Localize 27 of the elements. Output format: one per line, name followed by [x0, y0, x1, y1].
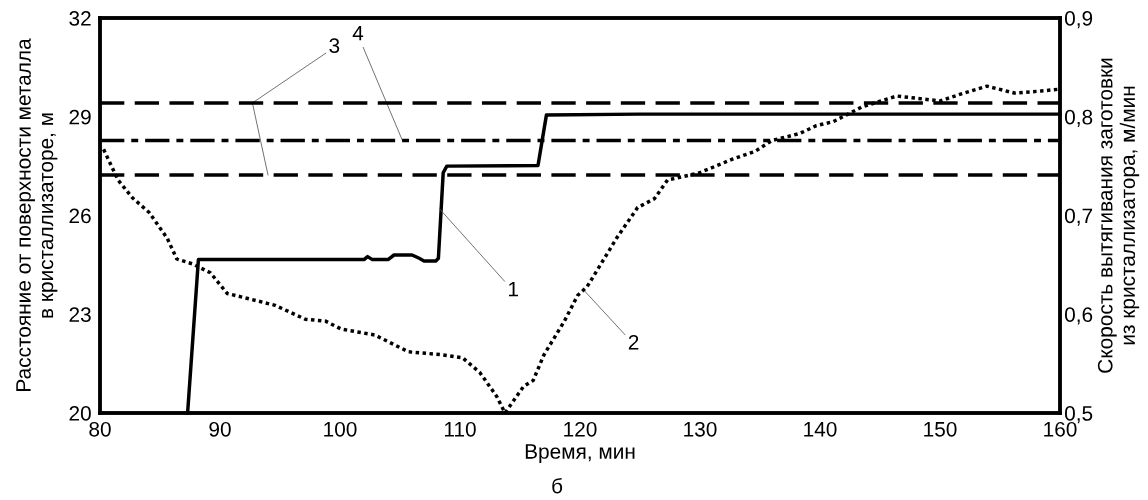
annotation: 3	[329, 38, 340, 53]
annotation: 1	[509, 281, 518, 297]
y2-tick-label: 0,6	[1064, 307, 1093, 325]
y-tick-label: 20	[69, 406, 91, 421]
x-tick-label: 90	[209, 421, 231, 437]
y-tick-label: 23	[69, 307, 91, 322]
y-tick-label: 32	[69, 11, 91, 26]
x-tick-label: 130	[684, 421, 717, 437]
y-tick-label: 29	[69, 109, 91, 125]
y2-tick-label: 0,7	[1064, 208, 1093, 226]
x-tick-label: 140	[804, 421, 837, 437]
y-axis-title: Расстояние от поверхности металла в кристаллизаторе, м	[16, 38, 58, 391]
x-tick-label: 120	[564, 421, 597, 437]
x-tick-label: 160	[1044, 421, 1077, 437]
y2-axis-title: Скорость вытягивания заготовки из кристаллизатора, м/мин	[1097, 58, 1140, 373]
x-axis-title: Время, мин	[525, 444, 635, 463]
x-tick-label: 150	[924, 421, 957, 437]
y2-tick-label: 0,8	[1064, 109, 1093, 127]
annotation: 4	[352, 25, 364, 41]
y2-tick-label: 0,5	[1064, 406, 1093, 424]
text: б	[552, 477, 563, 494]
annotation: 2	[628, 334, 639, 350]
x-tick-label: 110	[444, 421, 476, 437]
x-tick-label: 100	[324, 421, 357, 437]
y2-tick-label: 0,9	[1064, 11, 1093, 29]
x-tick-label: 80	[89, 421, 111, 437]
y-tick-label: 26	[69, 208, 91, 224]
